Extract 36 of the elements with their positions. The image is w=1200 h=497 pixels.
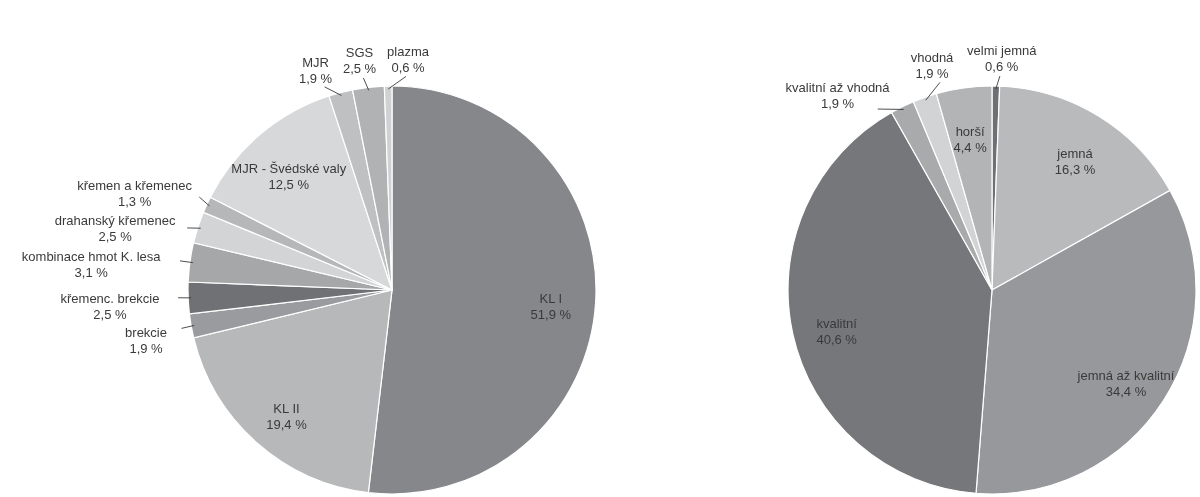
slice-label: SGS bbox=[345, 45, 374, 61]
data-label: 1,9 % bbox=[298, 71, 333, 87]
data-label: 1,9 % bbox=[915, 66, 950, 82]
slice-label: drahanský křemenec bbox=[54, 212, 176, 228]
data-label: 2,5 % bbox=[93, 306, 128, 322]
data-label: 1,9 % bbox=[820, 95, 855, 111]
slice-label: křemen a křemenec bbox=[77, 178, 193, 194]
data-label: 1,9 % bbox=[129, 340, 164, 356]
data-label: 34,4 % bbox=[1105, 383, 1147, 399]
slice-label: velmi jemná bbox=[967, 43, 1038, 59]
data-label: 2,5 % bbox=[342, 61, 377, 77]
data-label: 4,4 % bbox=[953, 140, 988, 156]
data-label: 3,1 % bbox=[74, 265, 109, 281]
slice-label: plazma bbox=[387, 43, 430, 59]
data-label: 51,9 % bbox=[530, 307, 572, 323]
slice-label: kombinace hmot K. lesa bbox=[21, 249, 162, 265]
slice-label: jemná až kvalitní bbox=[1076, 367, 1175, 383]
slice-label: MJR - Švédské valy bbox=[231, 160, 347, 176]
data-label: 0,6 % bbox=[985, 59, 1019, 75]
slice-label: jemná bbox=[1056, 146, 1094, 162]
data-label: 1,3 % bbox=[117, 194, 152, 210]
data-label: 16,3 % bbox=[1054, 162, 1096, 178]
slice-label: kvalitní až vhodná bbox=[785, 79, 891, 95]
slice-label: kvalitní bbox=[816, 316, 858, 332]
slice-label: horší bbox=[955, 124, 985, 140]
slice-label: MJR bbox=[302, 55, 329, 71]
slice-label: KL II bbox=[273, 401, 300, 417]
slice-label: křemenc. brekcie bbox=[60, 290, 160, 306]
data-label: 12,5 % bbox=[268, 176, 310, 192]
data-label: 2,5 % bbox=[98, 228, 133, 244]
data-label: 40,6 % bbox=[816, 332, 858, 348]
data-label: 0,6 % bbox=[391, 59, 426, 75]
data-label: 19,4 % bbox=[266, 417, 308, 433]
slice-label: brekcie bbox=[125, 324, 167, 340]
slice-label: KL I bbox=[539, 291, 563, 307]
slice-label: vhodná bbox=[910, 50, 955, 66]
